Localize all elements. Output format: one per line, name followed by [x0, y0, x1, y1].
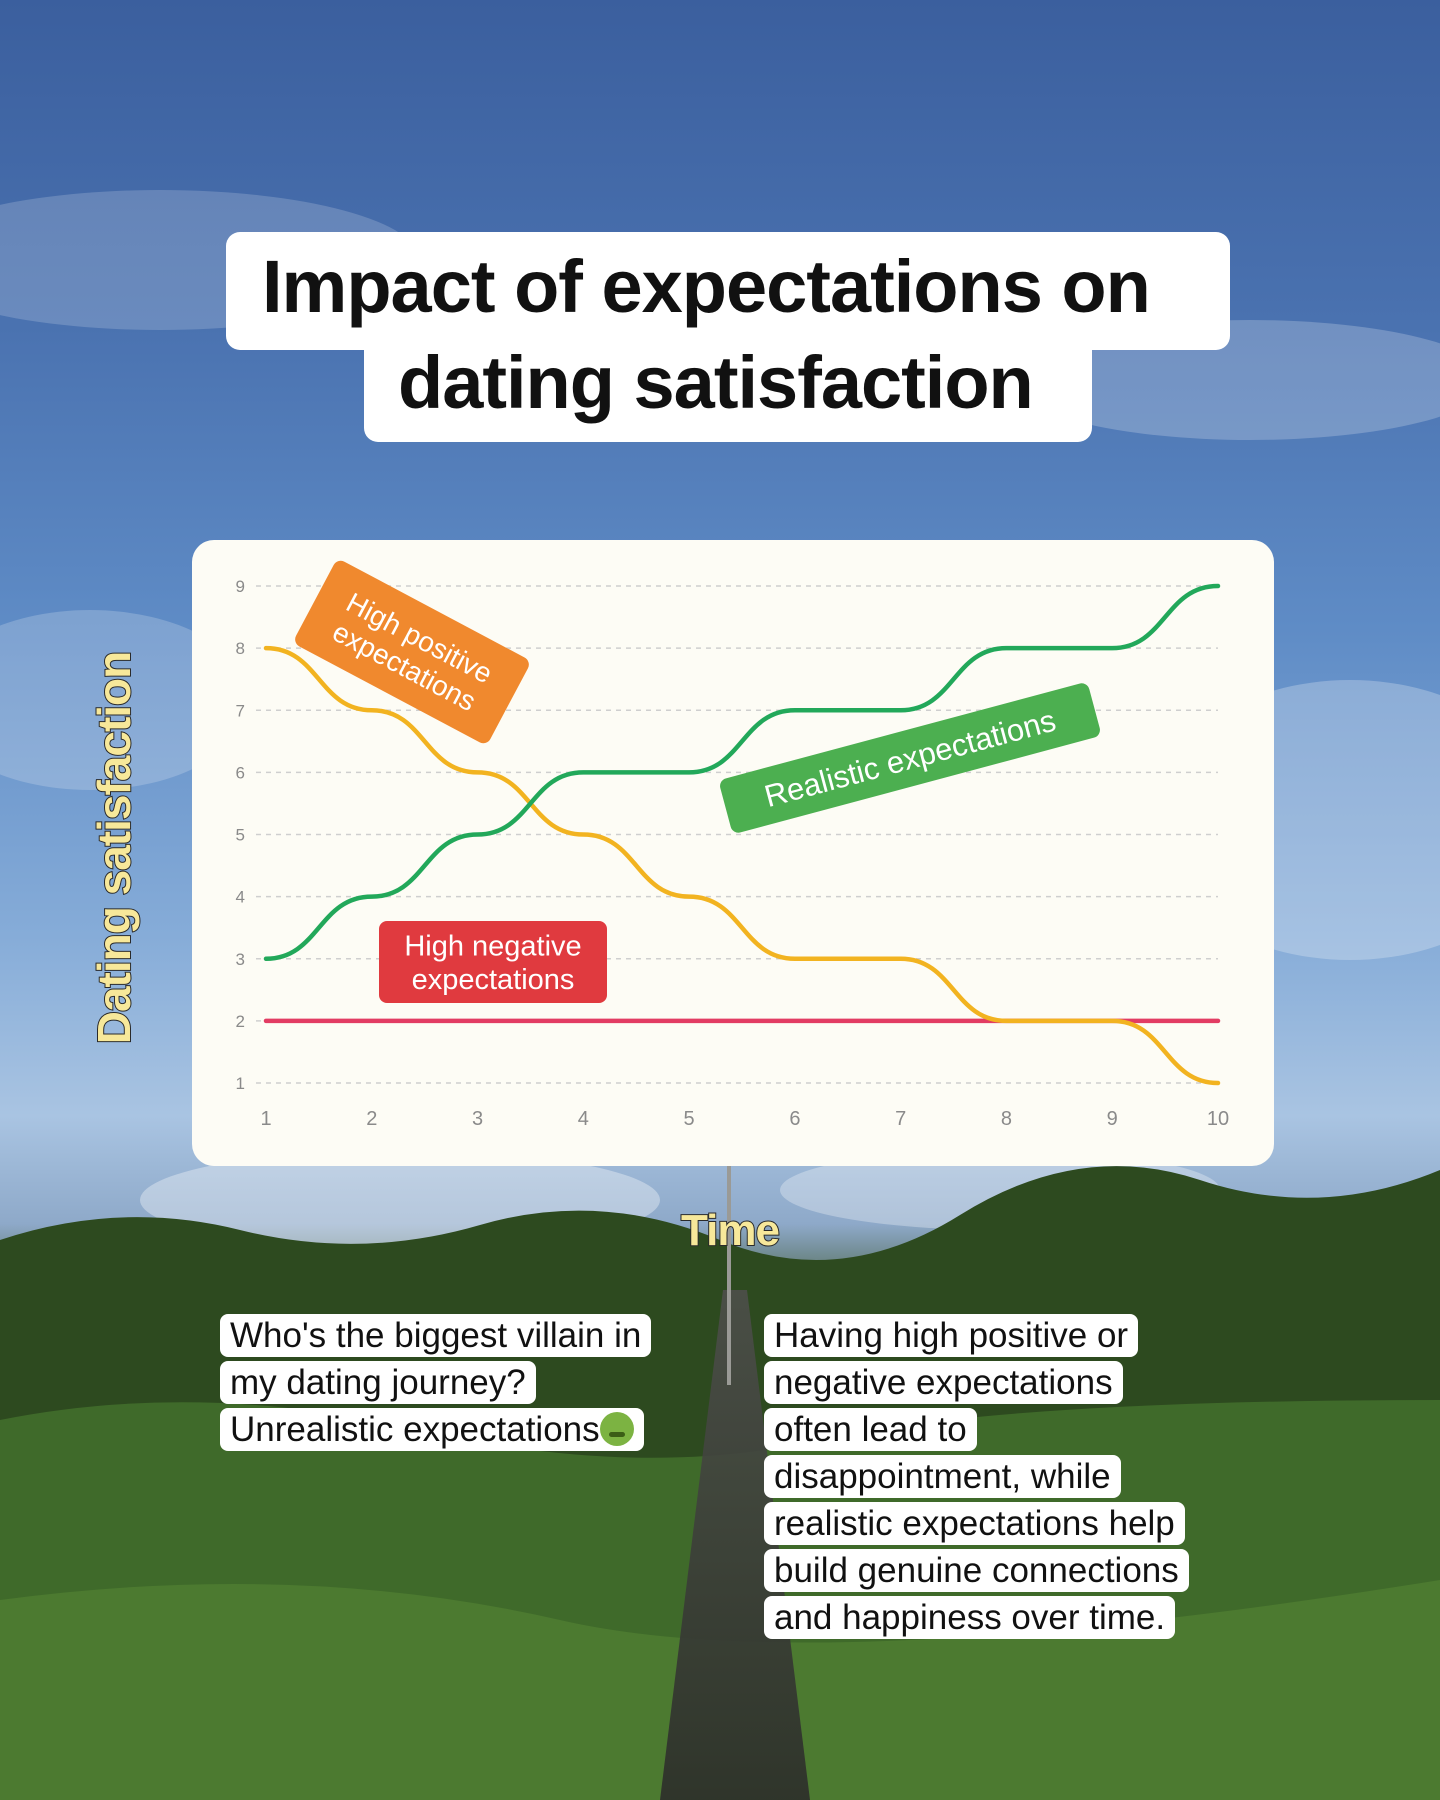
x-tick-label: 1 — [260, 1108, 271, 1130]
y-tick-label: 6 — [236, 763, 245, 782]
x-tick-label: 4 — [578, 1108, 589, 1130]
x-tick-label: 5 — [684, 1108, 695, 1130]
nauseated-face-icon — [599, 1412, 634, 1446]
x-tick-label: 6 — [789, 1108, 800, 1130]
y-tick-label: 4 — [236, 888, 245, 907]
series-label-realistic-expectations: Realistic expectations — [720, 683, 1100, 833]
caption-right-line-3: often lead to — [764, 1408, 977, 1451]
pole — [727, 1165, 731, 1385]
series-line-realistic-expectations — [263, 583, 1221, 961]
caption-right-line-6: build genuine connections — [764, 1549, 1189, 1592]
y-tick-label: 3 — [236, 950, 245, 969]
y-tick-label: 5 — [236, 826, 245, 845]
caption-left-line-2: my dating journey? — [220, 1361, 536, 1404]
caption-right-line-7: and happiness over time. — [764, 1596, 1176, 1639]
y-tick-label: 9 — [236, 577, 245, 596]
x-tick-label: 3 — [472, 1108, 483, 1130]
page-title-line-1: Impact of expectations on — [262, 245, 1151, 328]
x-tick-label: 8 — [1001, 1108, 1012, 1130]
x-tick-label: 2 — [366, 1108, 377, 1130]
caption-right-line-2: negative expectations — [764, 1361, 1123, 1404]
page-title-line-2: dating satisfaction — [398, 341, 1034, 424]
caption-left: Who's the biggest villain in my dating j… — [220, 1312, 740, 1453]
y-tick-label: 7 — [236, 701, 245, 720]
series-line-high-positive-expectations — [263, 645, 1221, 1086]
y-tick-label: 1 — [236, 1074, 245, 1093]
caption-right-line-4: disappointment, while — [764, 1455, 1121, 1498]
y-tick-label: 8 — [236, 639, 245, 658]
caption-right: Having high positive or negative expecta… — [764, 1312, 1264, 1641]
y-axis-title: Dating satisfaction — [87, 651, 141, 1046]
y-tick-label: 2 — [236, 1012, 245, 1031]
x-tick-label: 7 — [895, 1108, 906, 1130]
caption-left-line-1: Who's the biggest villain in — [220, 1314, 652, 1357]
x-axis-title: Time — [680, 1205, 781, 1256]
svg-text:expectations: expectations — [412, 964, 575, 996]
caption-left-line-3: Unrealistic expectations — [230, 1410, 600, 1449]
svg-text:High negative: High negative — [404, 930, 581, 962]
title-box-top — [226, 232, 1230, 350]
title-box-bottom — [364, 334, 1092, 442]
x-tick-label: 9 — [1107, 1108, 1118, 1130]
caption-right-line-1: Having high positive or — [764, 1314, 1139, 1357]
x-tick-label: 10 — [1207, 1108, 1229, 1130]
caption-right-line-5: realistic expectations help — [764, 1502, 1185, 1545]
